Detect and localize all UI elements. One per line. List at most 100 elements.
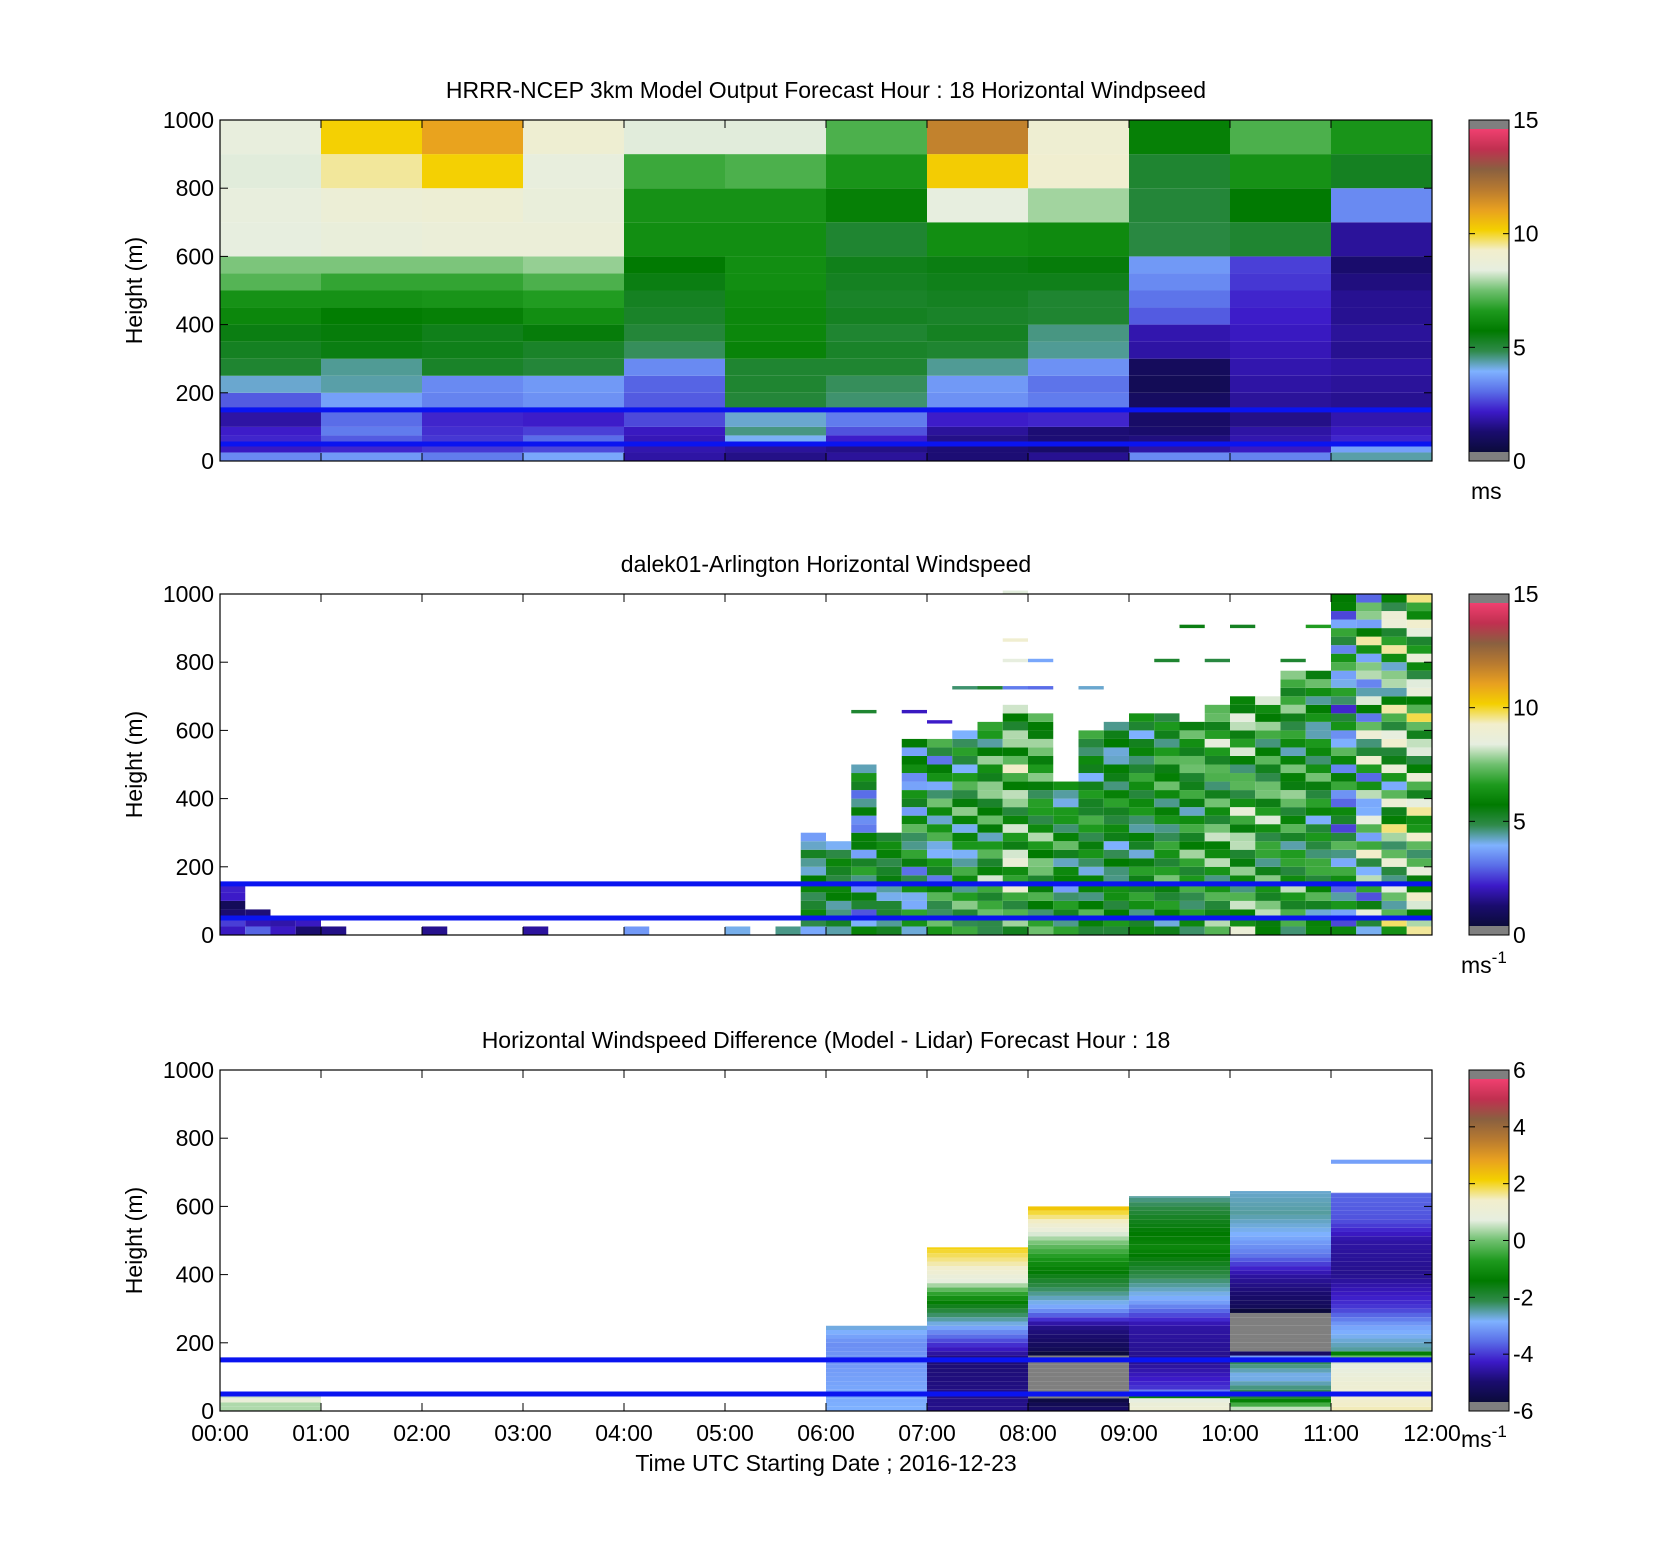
- diff-cell: [1129, 1325, 1230, 1331]
- colorbar-tick-label: 5: [1513, 808, 1526, 834]
- lidar-cell: [1381, 883, 1407, 893]
- heat-cell: [523, 307, 624, 325]
- lidar-cell: [851, 883, 877, 893]
- lidar-cell: [826, 849, 852, 859]
- lidar-streak: [1154, 658, 1180, 663]
- y-tick-label: 200: [176, 854, 214, 880]
- lidar-cell: [1331, 815, 1357, 825]
- lidar-cell: [1053, 900, 1079, 910]
- diff-cell: [927, 1321, 1028, 1326]
- lidar-cell: [1406, 679, 1432, 688]
- lidar-cell: [1204, 849, 1230, 859]
- diff-cell: [1230, 1278, 1331, 1284]
- lidar-cell: [1381, 832, 1407, 842]
- lidar-cell: [1305, 721, 1331, 731]
- lidar-cell: [1305, 713, 1331, 722]
- heat-cell: [1129, 426, 1230, 436]
- lidar-cell: [220, 909, 246, 918]
- lidar-cell: [1230, 858, 1256, 867]
- diff-cell: [1129, 1283, 1230, 1288]
- diff-cell: [927, 1406, 1028, 1411]
- lidar-cell: [1255, 841, 1281, 850]
- lidar-cell: [1331, 790, 1357, 799]
- diff-cell: [1331, 1381, 1432, 1386]
- lidar-cell: [1280, 755, 1306, 765]
- lidar-cell: [1028, 858, 1054, 867]
- lidar-cell: [1356, 636, 1382, 646]
- lidar-cell: [1078, 730, 1104, 739]
- lidar-cell: [1053, 892, 1079, 901]
- lidar-cell: [952, 764, 978, 774]
- diff-cell: [1129, 1253, 1230, 1258]
- heat-cell: [725, 341, 826, 359]
- heat-cell: [927, 120, 1028, 155]
- lidar-cell: [1406, 875, 1432, 884]
- lidar-cell: [977, 764, 1003, 774]
- lidar-cell: [1280, 832, 1306, 842]
- lidar-cell: [800, 926, 826, 935]
- lidar-cell: [1255, 781, 1281, 791]
- heat-cell: [523, 324, 624, 342]
- heat-cell: [321, 324, 422, 342]
- heat-cell: [321, 222, 422, 257]
- lidar-cell: [1129, 755, 1155, 765]
- lidar-cell: [826, 926, 852, 935]
- heat-cell: [624, 290, 725, 308]
- diff-cell: [1129, 1196, 1230, 1198]
- lidar-cell: [1305, 849, 1331, 859]
- heat-cell: [826, 435, 927, 444]
- lidar-cell: [1280, 875, 1306, 884]
- lidar-cell: [1356, 704, 1382, 714]
- heat-cell: [220, 307, 321, 325]
- lidar-cell: [876, 926, 902, 935]
- diff-cell: [1028, 1317, 1129, 1322]
- lidar-cell: [1129, 790, 1155, 799]
- lidar-cell: [1305, 807, 1331, 816]
- lidar-cell: [1305, 875, 1331, 884]
- diff-cell: [220, 1402, 321, 1407]
- heat-cell: [927, 341, 1028, 359]
- lidar-cell: [1381, 798, 1407, 808]
- lidar-cell: [1406, 636, 1432, 646]
- lidar-cell: [1028, 926, 1054, 935]
- heat-cell: [927, 188, 1028, 223]
- lidar-cell: [1129, 713, 1155, 722]
- colorbar-gradient: [1469, 603, 1509, 926]
- lidar-cell: [1381, 755, 1407, 765]
- heat-cell: [1129, 435, 1230, 444]
- heat-cell: [1331, 120, 1432, 155]
- lidar-cell: [1406, 866, 1432, 876]
- diff-cell: [1331, 1334, 1432, 1339]
- lidar-cell: [1129, 832, 1155, 842]
- diff-cell: [1028, 1240, 1129, 1245]
- panel-difference-xlabel: Time UTC Starting Date ; 2016-12-23: [635, 1450, 1016, 1476]
- diff-cell: [1028, 1325, 1129, 1331]
- diff-cell: [1028, 1206, 1129, 1211]
- heat-cell: [321, 307, 422, 325]
- lidar-cell: [1230, 730, 1256, 739]
- lidar-cell: [1028, 917, 1054, 927]
- heat-cell: [523, 222, 624, 257]
- lidar-cell: [1305, 900, 1331, 910]
- lidar-cell: [977, 892, 1003, 901]
- lidar-cell: [1053, 815, 1079, 825]
- lidar-cell: [1154, 815, 1180, 825]
- heat-cell: [826, 120, 927, 155]
- diff-cell: [927, 1347, 1028, 1352]
- heat-cell: [826, 452, 927, 461]
- lidar-cell: [1305, 790, 1331, 799]
- lidar-cell: [1028, 755, 1054, 765]
- heat-cell: [1028, 307, 1129, 325]
- lidar-cell: [1305, 798, 1331, 808]
- lidar-cell: [952, 747, 978, 756]
- panel-difference-colorbar-unit-exp: -1: [1492, 1422, 1507, 1441]
- lidar-streak: [1078, 686, 1104, 690]
- heat-cell: [1129, 307, 1230, 325]
- lidar-cell: [1154, 764, 1180, 774]
- diff-cell: [1230, 1376, 1331, 1382]
- lidar-cell: [1331, 738, 1357, 748]
- lidar-cell: [1381, 713, 1407, 722]
- lidar-cell: [1103, 781, 1129, 791]
- diff-cell: [1230, 1317, 1331, 1322]
- lidar-streak: [977, 686, 1003, 690]
